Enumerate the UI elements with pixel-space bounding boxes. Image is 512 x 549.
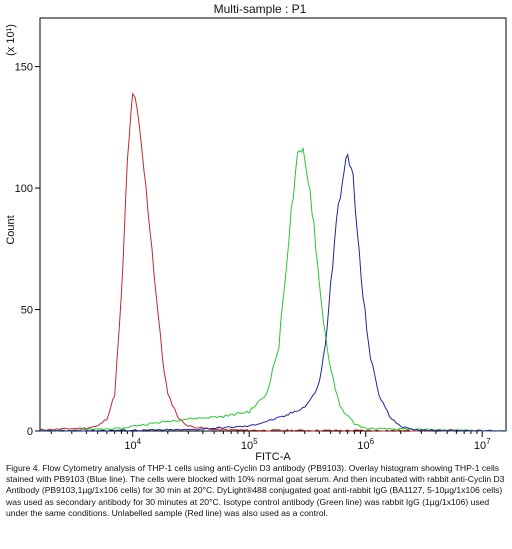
chart-title: Multi-sample : P1 bbox=[214, 2, 307, 16]
figure-caption: Figure 4. Flow Cytometry analysis of THP… bbox=[6, 463, 505, 518]
x-axis-label: FITC-A bbox=[255, 451, 291, 460]
series-lines bbox=[39, 92, 507, 432]
flow-cytometry-histogram: Multi-sample : P1 0 50 100 150 104 105 106 107… bbox=[5, 2, 507, 460]
plot-frame bbox=[39, 17, 507, 432]
x-tick-label: 105 bbox=[241, 437, 258, 452]
y-tick-label: 50 bbox=[21, 305, 33, 317]
y-axis-ticks: 0 50 100 150 bbox=[15, 62, 40, 438]
x-tick-label: 107 bbox=[474, 437, 491, 452]
y-tick-label: 150 bbox=[15, 62, 33, 74]
x-tick-label: 106 bbox=[357, 437, 374, 452]
y-axis-label: Count bbox=[5, 215, 17, 244]
x-tick-label: 104 bbox=[124, 437, 141, 452]
y-axis-multiplier: (x 10¹) bbox=[5, 24, 17, 56]
y-tick-label: 0 bbox=[27, 426, 33, 438]
series-line-1 bbox=[39, 92, 507, 432]
x-axis-ticks: 104 105 106 107 bbox=[50, 431, 491, 452]
series-line-3 bbox=[39, 152, 506, 432]
series-line-2 bbox=[39, 147, 507, 432]
y-tick-label: 100 bbox=[15, 183, 33, 195]
